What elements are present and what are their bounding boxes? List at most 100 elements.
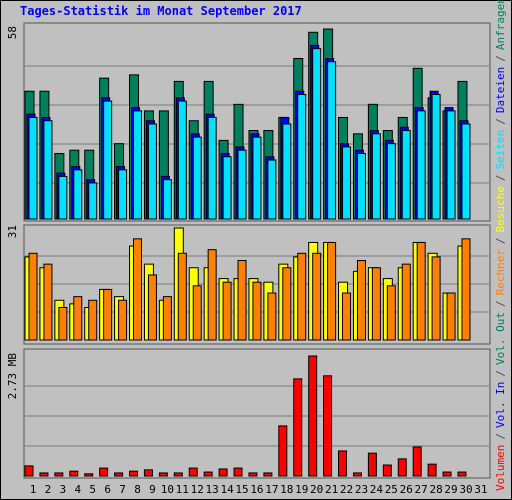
legend-entry: Anfragen: [494, 0, 507, 50]
bar: [162, 179, 172, 220]
x-tick-label: 9: [149, 483, 156, 496]
x-tick-label: 15: [235, 483, 248, 496]
x-tick-label: 29: [444, 483, 457, 496]
x-tick-label: 30: [459, 483, 472, 496]
y-tick-label: 2.73 MB: [6, 353, 19, 400]
x-tick-label: 14: [220, 483, 234, 496]
x-tick-label: 6: [104, 483, 111, 496]
bar: [267, 292, 277, 341]
bar: [54, 472, 64, 477]
bar: [371, 267, 381, 341]
panel-frame: [23, 348, 491, 479]
bar: [222, 281, 232, 341]
bar: [69, 470, 79, 477]
bar: [252, 281, 262, 341]
bar: [263, 472, 273, 477]
bar: [58, 175, 68, 220]
bar: [188, 467, 198, 477]
bar: [114, 472, 124, 477]
bar: [28, 252, 38, 341]
legend-separator: /: [494, 433, 507, 440]
x-tick-label: 12: [191, 483, 204, 496]
bar: [431, 94, 441, 220]
bar: [99, 467, 109, 477]
x-tick-label: 1: [30, 483, 37, 496]
bar: [382, 464, 392, 477]
bar: [312, 252, 322, 341]
bar: [397, 458, 407, 477]
bar: [237, 260, 247, 341]
x-tick-label: 18: [280, 483, 293, 496]
x-tick-label: 2: [45, 483, 52, 496]
legend-entry: Volumen: [494, 445, 507, 491]
bar: [73, 169, 83, 220]
x-tick-label: 23: [355, 483, 368, 496]
bar: [386, 285, 396, 341]
bar: [431, 256, 441, 341]
bar: [401, 263, 411, 341]
x-tick-label: 20: [310, 483, 323, 496]
bar: [39, 472, 49, 477]
x-tick-label: 19: [295, 483, 308, 496]
legend-separator: /: [494, 300, 507, 307]
bar: [173, 472, 183, 477]
legend-separator: /: [494, 370, 507, 377]
bar: [401, 130, 411, 220]
x-tick-label: 8: [134, 483, 141, 496]
y-tick-label: 58: [6, 26, 19, 39]
bar: [143, 469, 153, 477]
legend-entry: Seiten: [494, 130, 507, 170]
legend-entry: Vol. In: [494, 382, 507, 428]
bar: [356, 152, 366, 220]
bar: [267, 159, 277, 220]
legend-entry: Vol. Out: [494, 312, 507, 365]
bar: [412, 446, 422, 477]
bar: [323, 375, 333, 477]
bar: [233, 467, 243, 477]
bar: [416, 241, 426, 341]
legend-entry: Rechner: [494, 249, 507, 296]
x-tick-label: 17: [265, 483, 278, 496]
bar: [416, 110, 426, 220]
bar: [162, 296, 172, 341]
x-tick-label: 4: [74, 483, 81, 496]
bar: [293, 378, 303, 477]
bar: [118, 299, 128, 341]
bar: [147, 274, 157, 341]
bar: [147, 123, 157, 220]
bar: [237, 149, 247, 220]
bar: [28, 116, 38, 220]
bar: [43, 120, 53, 220]
bar: [342, 292, 352, 341]
bar: [278, 425, 288, 477]
bar: [177, 100, 187, 220]
bar: [43, 263, 53, 341]
legend-entry: Dateien: [494, 67, 507, 113]
x-tick-label: 27: [415, 483, 428, 496]
bar: [427, 463, 437, 477]
bar: [207, 249, 217, 341]
legend-separator: /: [494, 174, 507, 181]
bar: [103, 288, 113, 341]
x-tick-label: 3: [60, 483, 67, 496]
bar: [248, 472, 258, 477]
bar: [158, 472, 168, 477]
bar: [192, 285, 202, 341]
x-tick-label: 21: [325, 483, 338, 496]
bar: [297, 94, 307, 220]
bar: [252, 136, 262, 220]
bar: [222, 156, 232, 220]
x-tick-label: 26: [400, 483, 413, 496]
bar: [103, 100, 113, 220]
bar: [386, 143, 396, 220]
bar: [133, 110, 143, 220]
bar: [327, 241, 337, 341]
bar: [218, 468, 228, 477]
bar: [282, 267, 292, 341]
bar: [446, 110, 456, 220]
legend-separator: /: [494, 237, 507, 244]
legend-separator: /: [494, 55, 507, 62]
bar: [461, 123, 471, 220]
legend-entry: Besuche: [494, 186, 507, 232]
x-tick-label: 25: [385, 483, 398, 496]
